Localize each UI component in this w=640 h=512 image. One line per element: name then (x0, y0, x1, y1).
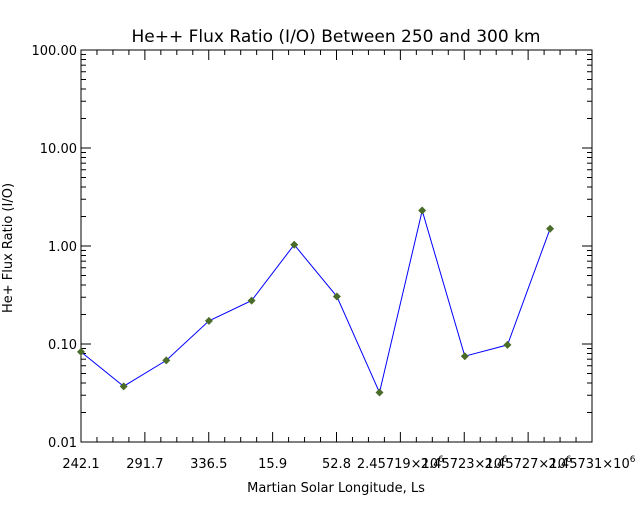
data-point (460, 352, 469, 361)
y-axis-label: He+ Flux Ratio (I/O) (1, 183, 16, 313)
y-tick-label: 0.10 (48, 338, 77, 353)
x-tick-label: 15.9 (258, 457, 287, 472)
series-line (80, 208, 551, 395)
data-point (290, 240, 299, 249)
y-tick-label: 100.00 (32, 44, 78, 59)
data-point (546, 224, 555, 233)
plot-frame (80, 49, 593, 443)
x-tick-label: 2.45731×106 (549, 455, 636, 472)
x-axis-label: Martian Solar Longitude, Ls (247, 481, 425, 496)
data-point (204, 316, 213, 325)
data-point (332, 292, 341, 301)
x-tick-label: 242.1 (62, 457, 99, 472)
x-tick-label: 2.45719×106 (357, 455, 444, 472)
x-tick-label: 2.45723×106 (421, 455, 508, 472)
y-axis-ticks: 0.01 0.10 1.00 10.00 100.00 (32, 44, 592, 451)
x-tick-label: 291.7 (126, 457, 163, 472)
data-point (119, 382, 128, 391)
y-tick-label: 1.00 (48, 240, 77, 255)
y-tick-label: 0.01 (48, 436, 77, 451)
data-point (77, 347, 85, 356)
y-tick-label: 10.00 (40, 142, 77, 157)
data-point (162, 356, 171, 365)
data-point (247, 296, 256, 305)
x-axis-ticks: 242.1 291.7 336.5 15.9 52.8 2.45719×1062.4572… (62, 50, 636, 472)
data-point (375, 388, 384, 397)
x-tick-label: 336.5 (190, 457, 227, 472)
chart-title: He++ Flux Ratio (I/O) Between 250 and 30… (132, 27, 541, 47)
x-tick-label: 2.45727×106 (485, 455, 572, 472)
series-layer (77, 206, 555, 397)
data-point (418, 206, 427, 215)
data-point (503, 340, 512, 349)
x-tick-label: 52.8 (322, 457, 351, 472)
